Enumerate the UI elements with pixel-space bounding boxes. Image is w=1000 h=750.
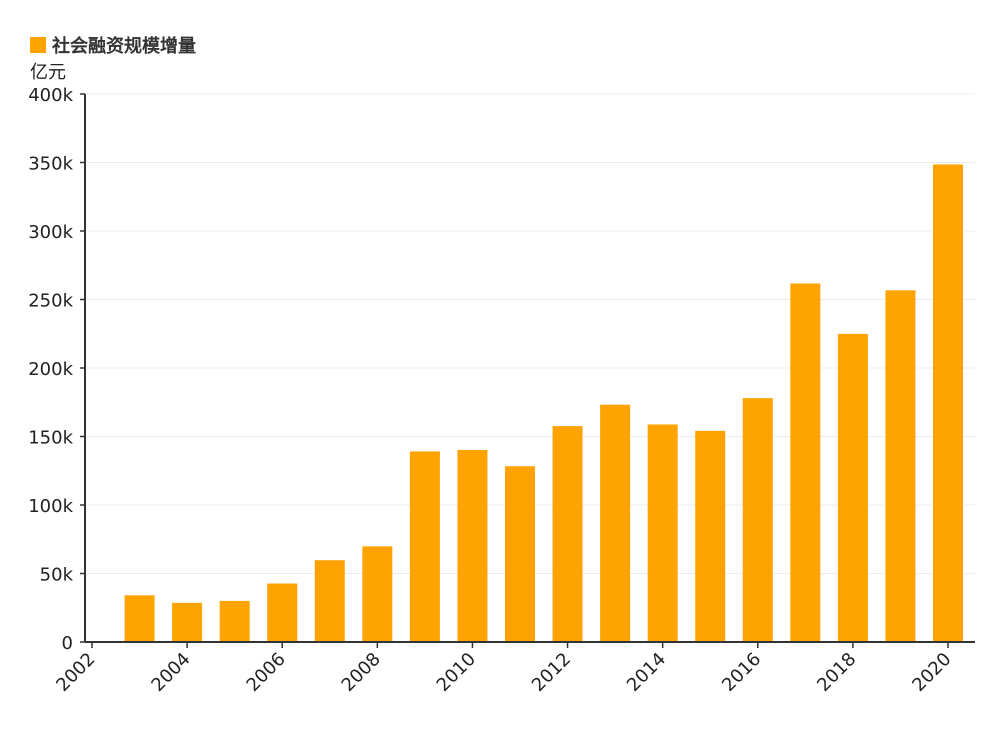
- bar-2012[interactable]: [552, 426, 583, 642]
- x-tick-label: 2014: [623, 649, 670, 696]
- y-tick-label: 400k: [28, 85, 73, 106]
- x-tick-label: 2002: [52, 649, 99, 696]
- bar-2005[interactable]: [219, 600, 250, 642]
- x-tick-label: 2016: [718, 649, 765, 696]
- bar-2011[interactable]: [505, 466, 535, 642]
- bar-2013[interactable]: [600, 404, 631, 642]
- y-tick-label: 50k: [40, 565, 74, 586]
- bar-2015[interactable]: [695, 430, 726, 642]
- bar-2003[interactable]: [124, 595, 155, 642]
- y-tick-label: 250k: [28, 291, 73, 312]
- bar-2007[interactable]: [314, 560, 345, 642]
- x-tick-label: 2020: [908, 649, 955, 696]
- y-tick-label: 100k: [28, 496, 73, 517]
- bar-2009[interactable]: [409, 451, 440, 642]
- legend-swatch: [30, 37, 46, 53]
- x-tick-label: 2010: [433, 649, 480, 696]
- bar-2014[interactable]: [647, 424, 678, 642]
- bars: [124, 164, 963, 642]
- bar-2010[interactable]: [457, 449, 488, 642]
- y-tick-label: 150k: [28, 428, 73, 449]
- x-tick-label: 2006: [243, 649, 290, 696]
- bar-2017[interactable]: [790, 283, 821, 642]
- bar-2004[interactable]: [172, 602, 203, 642]
- bar-2018[interactable]: [837, 333, 868, 642]
- x-axis-ticks: 2002 2004 2006 2008 2010 2012 2014 2016 2018 2020: [52, 642, 956, 696]
- y-tick-label: 0: [62, 633, 73, 654]
- chart-legend: 社会融资规模增量: [30, 32, 196, 58]
- y-tick-label: 200k: [28, 359, 73, 380]
- y-axis-ticks: 0 50k 100k 150k 200k 250k 300k 350k 400k: [28, 85, 85, 654]
- y-axis-unit-label: 亿元: [30, 62, 66, 83]
- x-tick-label: 2012: [528, 649, 575, 696]
- x-tick-label: 2018: [813, 649, 860, 696]
- bar-2019[interactable]: [885, 290, 916, 642]
- x-tick-label: 2008: [338, 649, 385, 696]
- bar-2016[interactable]: [742, 398, 773, 642]
- bar-2008[interactable]: [362, 546, 393, 642]
- legend-label[interactable]: 社会融资规模增量: [52, 36, 196, 57]
- bar-2006[interactable]: [267, 583, 298, 642]
- y-tick-label: 300k: [28, 222, 73, 243]
- bar-2020[interactable]: [933, 164, 963, 642]
- y-tick-label: 350k: [28, 154, 73, 175]
- x-tick-label: 2004: [147, 649, 194, 696]
